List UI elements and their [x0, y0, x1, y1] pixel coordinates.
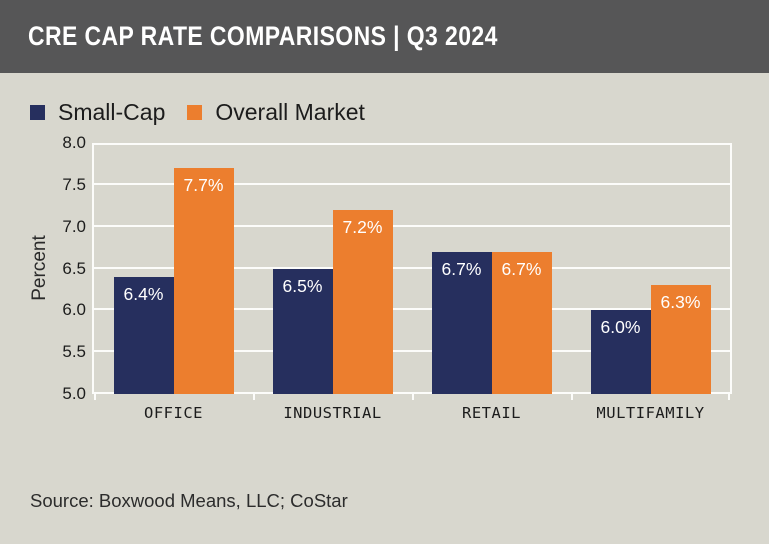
bar-overall-market-retail: 6.7% — [491, 251, 552, 394]
bar-value-label: 6.7% — [501, 258, 542, 279]
legend-item-overall-market: Overall Market — [187, 99, 365, 126]
bar-value-label: 7.2% — [342, 216, 383, 237]
x-axis-label: INDUSTRIAL — [283, 404, 382, 422]
bar-value-label: 6.4% — [123, 283, 164, 304]
gridline — [94, 392, 730, 394]
y-axis-tick-label: 7.0 — [62, 216, 86, 236]
gridline — [94, 266, 730, 269]
overall-market-swatch-icon — [187, 105, 203, 120]
small-cap-swatch-icon — [30, 105, 45, 120]
legend: Small-Cap Overall Market — [30, 99, 365, 126]
y-axis-tick-label: 5.5 — [62, 342, 86, 362]
bar-value-label: 7.7% — [183, 175, 224, 196]
bar-small-cap-retail: 6.7% — [431, 251, 492, 394]
gridline — [94, 182, 730, 185]
x-axis-label: OFFICE — [144, 404, 203, 422]
source-note: Source: Boxwood Means, LLC; CoStar — [30, 490, 348, 511]
y-axis-tick-label: 6.0 — [62, 300, 86, 320]
x-axis-labels: OFFICE INDUSTRIAL RETAIL MULTIFAMILY — [94, 404, 730, 422]
bar-value-label: 6.5% — [282, 275, 323, 296]
y-axis-tick-label: 5.0 — [62, 384, 86, 403]
chart-title: CRE CAP RATE COMPARISONS | Q3 2024 — [28, 21, 498, 51]
y-axis-tick-label: 8.0 — [62, 133, 86, 152]
x-axis-label: RETAIL — [462, 404, 521, 422]
x-axis-label: MULTIFAMILY — [596, 404, 705, 422]
bar-value-label: 6.7% — [441, 258, 482, 279]
y-axis-tick-label: 7.5 — [62, 174, 86, 194]
bar-value-label: 6.0% — [600, 317, 641, 338]
bar-value-label: 6.3% — [660, 292, 701, 313]
x-axis-tick — [94, 394, 96, 400]
legend-item-small-cap: Small-Cap — [30, 99, 165, 126]
bar-overall-market-industrial: 7.2% — [332, 209, 393, 394]
gridline — [94, 308, 730, 311]
title-bar: CRE CAP RATE COMPARISONS | Q3 2024 — [0, 0, 769, 73]
bar-overall-market-office: 7.7% — [173, 168, 234, 394]
legend-label: Overall Market — [215, 99, 365, 125]
x-axis-tick — [571, 394, 573, 400]
x-axis-tick — [253, 394, 255, 400]
bar-small-cap-multifamily: 6.0% — [590, 310, 651, 394]
bar-overall-market-multifamily: 6.3% — [650, 285, 711, 394]
y-axis-tick-labels: 5.0 5.5 6.0 6.5 7.0 7.5 8.0 — [42, 133, 86, 403]
gridline — [94, 143, 730, 145]
x-axis-tick — [728, 394, 730, 400]
x-axis-tick — [412, 394, 414, 400]
gridline — [94, 224, 730, 227]
plot-area: 6.4% 7.7% 6.5% 7.2% 6.7% 6.7% 6.0% 6.3% — [92, 143, 732, 400]
y-axis-tick-label: 6.5 — [62, 258, 86, 278]
legend-label: Small-Cap — [58, 99, 166, 125]
bar-small-cap-industrial: 6.5% — [272, 268, 333, 394]
gridline — [94, 350, 730, 353]
bar-small-cap-office: 6.4% — [113, 276, 174, 394]
